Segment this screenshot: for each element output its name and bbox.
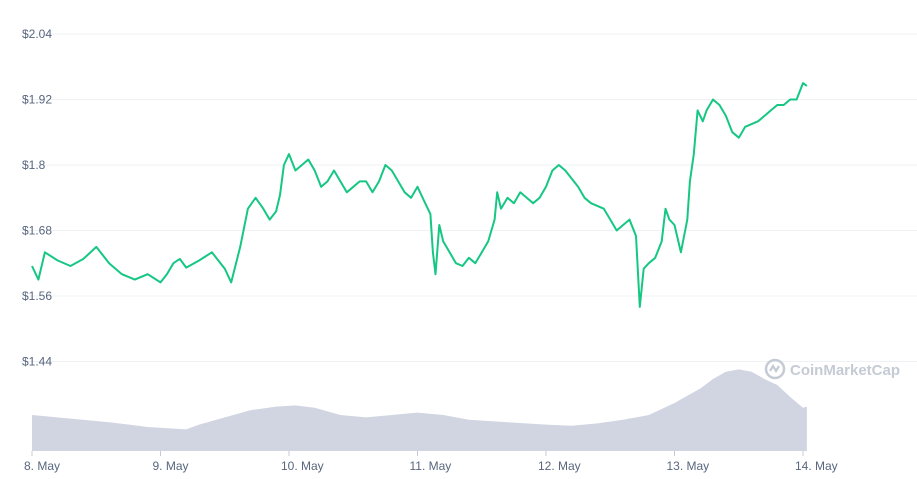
x-axis: 8. May 9. May 10. May 11. May 12. May 13. May… <box>24 451 838 473</box>
coinmarketcap-logo-mark <box>769 363 780 374</box>
watermark-text: CoinMarketCap <box>790 362 900 379</box>
x-tick-label: 11. May <box>410 459 452 473</box>
price-line <box>31 82 808 308</box>
y-tick-label: $1.8 <box>22 158 46 172</box>
coinmarketcap-logo-icon <box>764 358 786 380</box>
x-tick-label: 12. May <box>538 459 581 473</box>
x-tick-label: 10. May <box>281 459 324 473</box>
y-tick-label: $1.68 <box>22 224 52 238</box>
y-tick-label: $1.56 <box>22 289 52 303</box>
x-tick-label: 13. May <box>667 459 710 473</box>
grid-lines <box>20 33 917 362</box>
y-tick-label: $1.92 <box>22 93 52 107</box>
volume-area <box>32 369 807 451</box>
x-tick-label: 14. May <box>795 459 838 473</box>
y-tick-label: $1.44 <box>22 355 52 369</box>
y-tick-label: $2.04 <box>22 27 52 41</box>
y-axis: $2.04 $1.92 $1.8 $1.68 $1.56 $1.44 <box>22 27 52 369</box>
x-tick-label: 8. May <box>24 459 60 473</box>
x-tick-label: 9. May <box>153 459 189 473</box>
watermark: CoinMarketCap <box>764 358 900 380</box>
